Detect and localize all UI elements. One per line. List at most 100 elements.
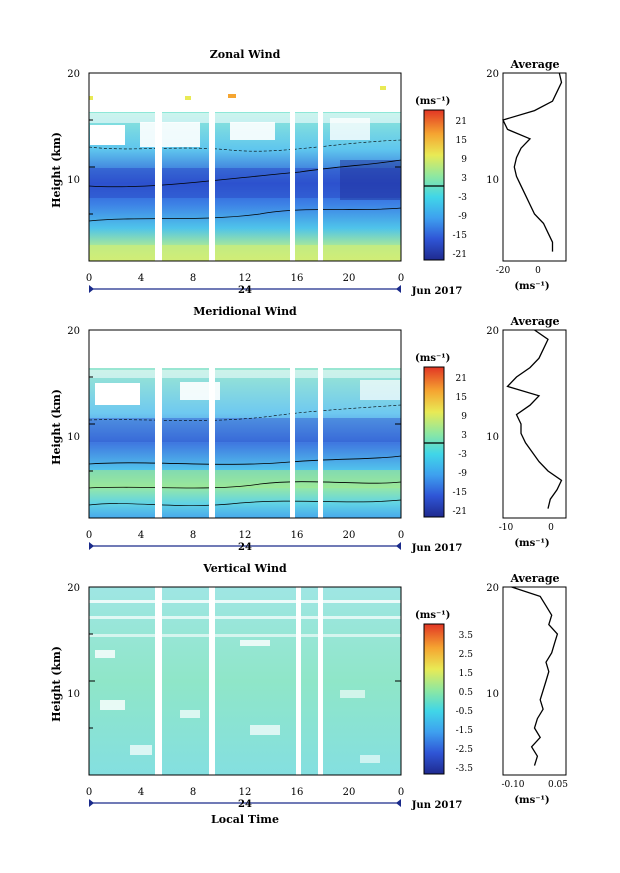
xtick-label: 4	[138, 273, 144, 284]
avg-ytick: 10	[486, 689, 499, 700]
xtick-label: 12	[239, 530, 252, 541]
heatmap-field	[88, 73, 402, 261]
avg-ytick: 10	[486, 175, 499, 186]
ytick-label: 10	[67, 175, 80, 186]
cbar-tick: 15	[456, 136, 468, 146]
day-label: 24	[238, 285, 252, 296]
cbar-tick: -0.5	[456, 707, 474, 717]
xtick-label: 8	[190, 530, 196, 541]
colorbar: (ms⁻¹) 21 15 9 3 -3 -9 -15 -21	[415, 353, 468, 518]
cbar-tick: -15	[453, 488, 468, 498]
cbar-tick: 3	[461, 174, 467, 184]
avg-title: Average	[509, 572, 559, 585]
cbar-tick: -3.5	[456, 764, 474, 774]
average-profile-panel: Average 20 10 -20 0 (ms⁻¹)	[486, 58, 567, 292]
date-label: Jun 2017	[411, 800, 463, 811]
cbar-tick: 9	[461, 412, 467, 422]
avg-xtick: 0	[548, 523, 554, 533]
xtick-label: 20	[343, 787, 356, 798]
xtick-label: 16	[291, 787, 304, 798]
avg-profile-line	[502, 72, 563, 252]
cbar-tick: 3.5	[459, 631, 474, 641]
y-ticks	[89, 586, 401, 729]
cbar-tick: 9	[461, 155, 467, 165]
avg-title: Average	[509, 58, 559, 71]
heatmap-field	[89, 587, 401, 775]
xtick-label: 4	[138, 530, 144, 541]
panel-meridional: Meridional Wind 20 10 Height (	[50, 305, 567, 554]
y-axis-label: Height (km)	[50, 646, 63, 722]
x-tick-labels: 0 4 8 12 16 20 0	[86, 530, 404, 541]
xtick-label: 0	[86, 273, 92, 284]
avg-xtick: 0.05	[548, 780, 568, 790]
panel-title: Vertical Wind	[202, 562, 287, 575]
cbar-tick: -15	[453, 231, 468, 241]
cbar-tick: -9	[458, 212, 467, 222]
avg-frame	[502, 72, 567, 262]
cbar-tick: 1.5	[459, 669, 474, 679]
cbar-tick: 2.5	[459, 650, 474, 660]
avg-ytick: 10	[486, 432, 499, 443]
y-axis-label: Height (km)	[50, 389, 63, 465]
panel-title: Zonal Wind	[210, 48, 281, 61]
avg-unit: (ms⁻¹)	[514, 538, 549, 549]
cbar-tick: -9	[458, 469, 467, 479]
colorbar: (ms⁻¹) 3.5 2.5 1.5 0.5 -0.5 -1.5 -2.5 -3…	[415, 610, 474, 775]
xtick-label: 16	[291, 530, 304, 541]
ytick-label: 20	[67, 326, 80, 337]
day-bar: 24	[89, 285, 401, 296]
colorbar-unit: (ms⁻¹)	[415, 353, 450, 364]
day-label: 24	[238, 542, 252, 553]
avg-ytick: 20	[486, 583, 499, 594]
avg-profile-line	[511, 586, 559, 766]
avg-xtick: -0.10	[501, 780, 524, 790]
avg-profile-line	[506, 329, 563, 509]
average-profile-panel: Average 20 10 -0.10 0.05 (ms⁻¹)	[486, 572, 568, 806]
avg-unit: (ms⁻¹)	[514, 795, 549, 806]
xtick-label: 20	[343, 273, 356, 284]
xtick-label: 8	[190, 787, 196, 798]
cbar-tick: 15	[456, 393, 468, 403]
date-label: Jun 2017	[411, 543, 463, 554]
cbar-tick: 21	[456, 374, 467, 384]
panel-title: Meridional Wind	[193, 305, 297, 318]
colorbar-unit: (ms⁻¹)	[415, 610, 450, 621]
cbar-tick: -2.5	[456, 745, 474, 755]
colorbar-unit: (ms⁻¹)	[415, 96, 450, 107]
xtick-label: 12	[239, 273, 252, 284]
panel-zonal: Zonal Wind	[50, 48, 567, 297]
cbar-tick: 0.5	[459, 688, 474, 698]
x-tick-labels: 0 4 8 12 16 20 0	[86, 787, 404, 798]
xtick-label: 8	[190, 273, 196, 284]
xtick-label: 4	[138, 787, 144, 798]
xtick-label: 0	[398, 530, 404, 541]
avg-xtick: 0	[535, 266, 541, 276]
cbar-tick: 3	[461, 431, 467, 441]
y-axis-label: Height (km)	[50, 132, 63, 208]
x-axis-label: Local Time	[211, 813, 279, 826]
cbar-tick: -1.5	[456, 726, 474, 736]
cbar-tick: 21	[456, 117, 467, 127]
xtick-label: 0	[86, 530, 92, 541]
xtick-label: 16	[291, 273, 304, 284]
cbar-tick: -21	[453, 507, 468, 517]
avg-ytick: 20	[486, 69, 499, 80]
ytick-label: 20	[67, 583, 80, 594]
heatmap-field	[88, 330, 402, 518]
ytick-label: 20	[67, 69, 80, 80]
colorbar: (ms⁻¹) 21 15 9 3 -3 -9 -15 -21	[415, 96, 468, 261]
date-label: Jun 2017	[411, 286, 463, 297]
xtick-label: 20	[343, 530, 356, 541]
ytick-label: 10	[67, 432, 80, 443]
avg-title: Average	[509, 315, 559, 328]
avg-unit: (ms⁻¹)	[514, 281, 549, 292]
average-profile-panel: Average 20 10 -10 0 (ms⁻¹)	[486, 315, 567, 549]
y-ticks	[89, 329, 401, 472]
avg-xtick: -20	[496, 266, 511, 276]
cbar-tick: -21	[453, 250, 468, 260]
xtick-label: 0	[86, 787, 92, 798]
y-ticks	[89, 72, 401, 215]
avg-frame	[502, 586, 567, 776]
cbar-tick: -3	[458, 193, 467, 203]
